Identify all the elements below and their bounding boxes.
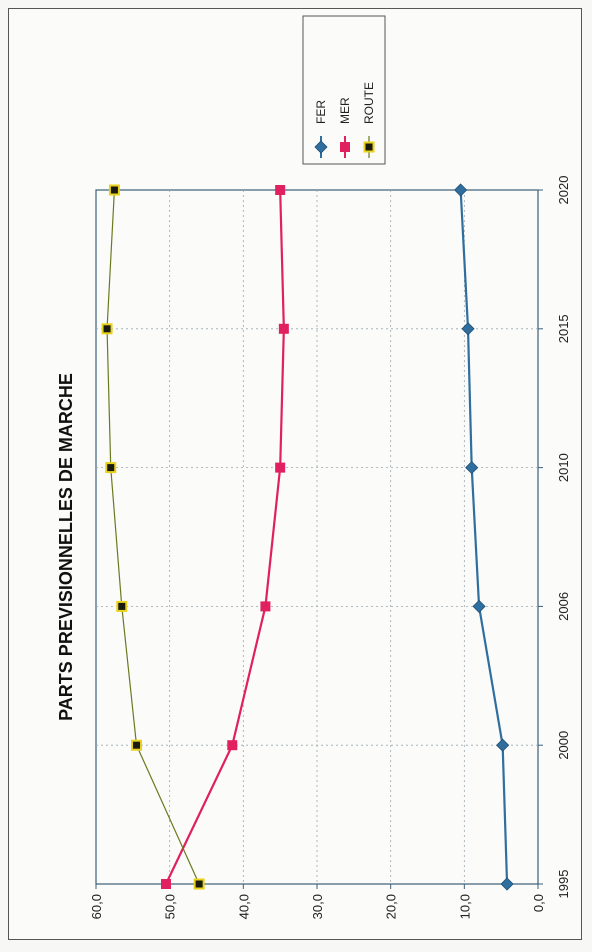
series-point-mer [278, 323, 289, 334]
series-point-route [131, 739, 143, 751]
value-tick-label: 40,0 [236, 894, 251, 919]
legend-marker-mer [340, 142, 350, 152]
series-line-route [106, 189, 200, 885]
category-tick-label: 2020 [556, 176, 571, 205]
series-point-fer [454, 183, 468, 197]
series-point-mer [160, 879, 171, 889]
category-tick-label: 2015 [556, 314, 571, 343]
series-point-route [101, 323, 113, 335]
series-point-route [108, 184, 120, 196]
legend-marker-fer [314, 140, 328, 154]
series-point-route [116, 600, 128, 612]
series-point-mer [275, 462, 286, 473]
category-tick-label: 2000 [556, 731, 571, 760]
value-tick-label: 10,0 [457, 894, 472, 919]
value-tick-label: 60,0 [89, 894, 104, 919]
value-tick-label: 20,0 [384, 894, 399, 919]
series-point-fer [496, 738, 510, 752]
series-line-mer [164, 189, 285, 885]
plot-area-group: 0,0 10,0 20,0 30,0 40,0 50,0 60,0 1995 2000 2006 2… [56, 15, 571, 919]
series-line-fer [459, 189, 509, 885]
value-tick-label: 0,0 [531, 894, 546, 912]
value-tick-label: 30,0 [310, 894, 325, 919]
series-point-mer [260, 601, 271, 612]
value-tick-label: 50,0 [163, 894, 178, 919]
legend-label-fer: FER [314, 100, 328, 124]
series-point-route [193, 878, 205, 890]
category-tick-label: 1995 [556, 870, 571, 899]
series-point-mer [227, 740, 238, 751]
series-point-fer [461, 322, 475, 336]
series-point-fer [472, 599, 486, 613]
legend-marker-route [363, 141, 375, 153]
chart-title: PARTS PREVISIONNELLES DE MARCHE [56, 373, 76, 721]
legend-label-route: ROUTE [362, 82, 376, 124]
series-point-fer [465, 461, 479, 475]
series-point-mer [275, 185, 286, 195]
category-tick-label: 2006 [556, 592, 571, 621]
category-tick-label: 2010 [556, 453, 571, 482]
series-point-fer [500, 877, 514, 891]
series-point-route [105, 462, 117, 474]
legend-label-mer: MER [338, 97, 352, 124]
chart-frame [8, 8, 582, 940]
